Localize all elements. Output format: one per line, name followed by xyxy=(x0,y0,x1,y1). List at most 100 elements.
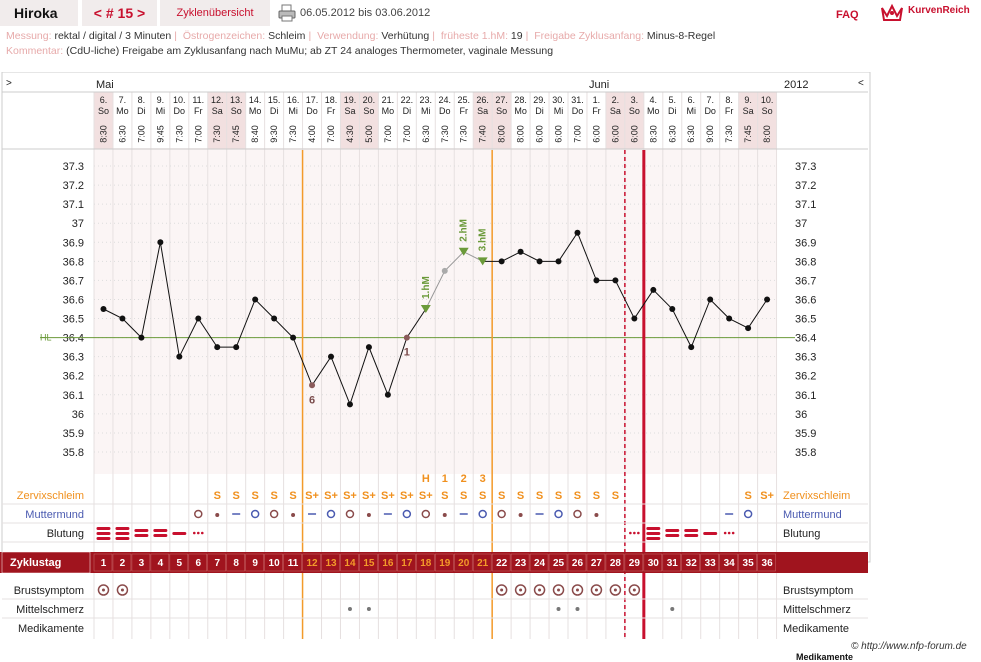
cervix-symbol xyxy=(326,509,336,519)
bleeding-mark xyxy=(665,529,680,532)
breast-symptom-mark xyxy=(590,584,603,596)
weekday: So xyxy=(496,106,507,116)
mucus-symbol: S+ xyxy=(760,490,774,502)
cervix-symbol xyxy=(345,509,355,519)
high-measurement-marker xyxy=(458,247,469,256)
nav-left: > xyxy=(6,78,12,89)
cycle-day-number: 19 xyxy=(439,558,451,569)
y-tick-right: 35.8 xyxy=(795,447,816,459)
row-label-breast: Brustsymptom xyxy=(14,585,84,597)
temperature-line-next xyxy=(633,289,768,349)
bleeding-mark xyxy=(134,534,149,537)
y-tick-right: 36.2 xyxy=(795,371,816,383)
clipped-medication-label: Medikamente xyxy=(796,652,854,662)
faq-link[interactable]: FAQ xyxy=(836,9,859,21)
measure-time: 7:45 xyxy=(743,125,753,143)
day-number: 26. xyxy=(476,95,489,105)
release-label: Freigabe Zyklusanfang: xyxy=(534,30,644,42)
temperature-point xyxy=(309,382,316,389)
cycle-day-cell xyxy=(472,553,492,572)
y-tick-left: 36.7 xyxy=(63,275,84,287)
cycle-day-number: 13 xyxy=(325,558,337,569)
temperature-point xyxy=(441,267,448,274)
month-label: Juni xyxy=(589,79,609,91)
weekday: Do xyxy=(439,106,451,116)
bleeding-mark xyxy=(96,532,111,535)
y-tick-right: 36.9 xyxy=(795,237,816,249)
mucus-symbol: S+ xyxy=(400,490,414,502)
high-measurement-marker xyxy=(477,257,488,266)
row-label-cervix: Muttermund xyxy=(25,509,84,521)
mucus-peak-label: 2 xyxy=(461,473,467,485)
measure-time: 7:30 xyxy=(440,125,450,143)
earliest-value: 19 xyxy=(510,30,523,42)
printer-icon[interactable] xyxy=(278,4,296,22)
breast-symptom-mark xyxy=(609,584,622,596)
temperature-line xyxy=(103,242,427,406)
temperature-point xyxy=(631,315,638,322)
cycle-day-number: 7 xyxy=(214,558,220,569)
day-number: 6. xyxy=(100,95,108,105)
cycle-day-cell xyxy=(510,553,530,572)
spotting-dot xyxy=(637,531,640,535)
weekday: Do xyxy=(174,106,186,116)
comment-label: Kommentar: xyxy=(6,45,64,57)
day-number: 22. xyxy=(401,95,414,105)
y-tick-left: 36.8 xyxy=(63,256,84,268)
cycle-overview-link[interactable]: Zyklenübersicht xyxy=(160,0,270,26)
high-measurement-label: 2.hM xyxy=(459,219,470,242)
breast-symptom-mark xyxy=(116,584,129,596)
measure-time: 8:00 xyxy=(762,125,772,143)
spotting-dot xyxy=(633,531,636,535)
temperature-point xyxy=(593,277,600,284)
cycle-day-cell xyxy=(112,553,132,572)
y-tick-left: 37.3 xyxy=(63,161,84,173)
cycle-day-cell xyxy=(169,553,189,572)
cycle-day-number: 11 xyxy=(288,558,299,569)
weekday: So xyxy=(98,106,109,116)
y-tick-left: 36.6 xyxy=(63,294,84,306)
bleeding-mark xyxy=(172,532,187,535)
y-tick-left: 37.1 xyxy=(63,199,84,211)
cycle-navigation[interactable]: < # 15 > xyxy=(82,0,157,26)
cycle-day-number: 35 xyxy=(743,558,755,569)
cycle-day-cell xyxy=(700,553,719,572)
cycle-day-number: 34 xyxy=(724,558,736,569)
credit-link[interactable]: © http://www.nfp-forum.de xyxy=(851,641,967,652)
day-number: 23. xyxy=(420,95,433,105)
mucus-symbol: S xyxy=(270,490,277,502)
cycle-day-number: 27 xyxy=(591,558,603,569)
measure-time: 8:00 xyxy=(516,125,526,143)
weekend-column xyxy=(226,92,246,149)
cycle-day-number: 16 xyxy=(382,558,394,569)
mucus-peak-label: 1 xyxy=(442,473,448,485)
y-tick-left: 36 xyxy=(72,409,84,421)
weekday: Do xyxy=(704,106,716,116)
mucus-symbol: S+ xyxy=(305,490,319,502)
weekday: Fr xyxy=(194,106,203,116)
day-number: 8. xyxy=(138,95,146,105)
temperature-point-next xyxy=(669,306,676,313)
measure-time: 6:30 xyxy=(117,125,127,143)
measure-time: 7:40 xyxy=(478,125,488,143)
nav-right: < xyxy=(858,78,864,89)
temperature-point-next xyxy=(707,296,714,303)
cycle-day-number: 4 xyxy=(158,558,164,569)
cycle-day-number: 25 xyxy=(553,558,565,569)
mucus-symbol: S+ xyxy=(362,490,376,502)
weekday: Di xyxy=(270,106,279,116)
day-number: 5. xyxy=(669,95,677,105)
crown-logo-icon[interactable] xyxy=(880,2,904,24)
temperature-point xyxy=(498,258,505,265)
cycle-day-cell xyxy=(359,553,378,572)
breast-symptom-mark xyxy=(594,588,598,592)
measure-time: 6:00 xyxy=(629,125,639,143)
cervix-symbol xyxy=(743,509,753,519)
measure-time: 7:00 xyxy=(193,125,203,143)
cycle-day-number: 10 xyxy=(269,558,281,569)
mucus-symbol: S xyxy=(289,490,296,502)
measure-time: 7:00 xyxy=(326,125,336,143)
cycle-day-number: 31 xyxy=(667,558,679,569)
weekend-column xyxy=(624,92,644,149)
measure-time: 6:30 xyxy=(667,125,677,143)
